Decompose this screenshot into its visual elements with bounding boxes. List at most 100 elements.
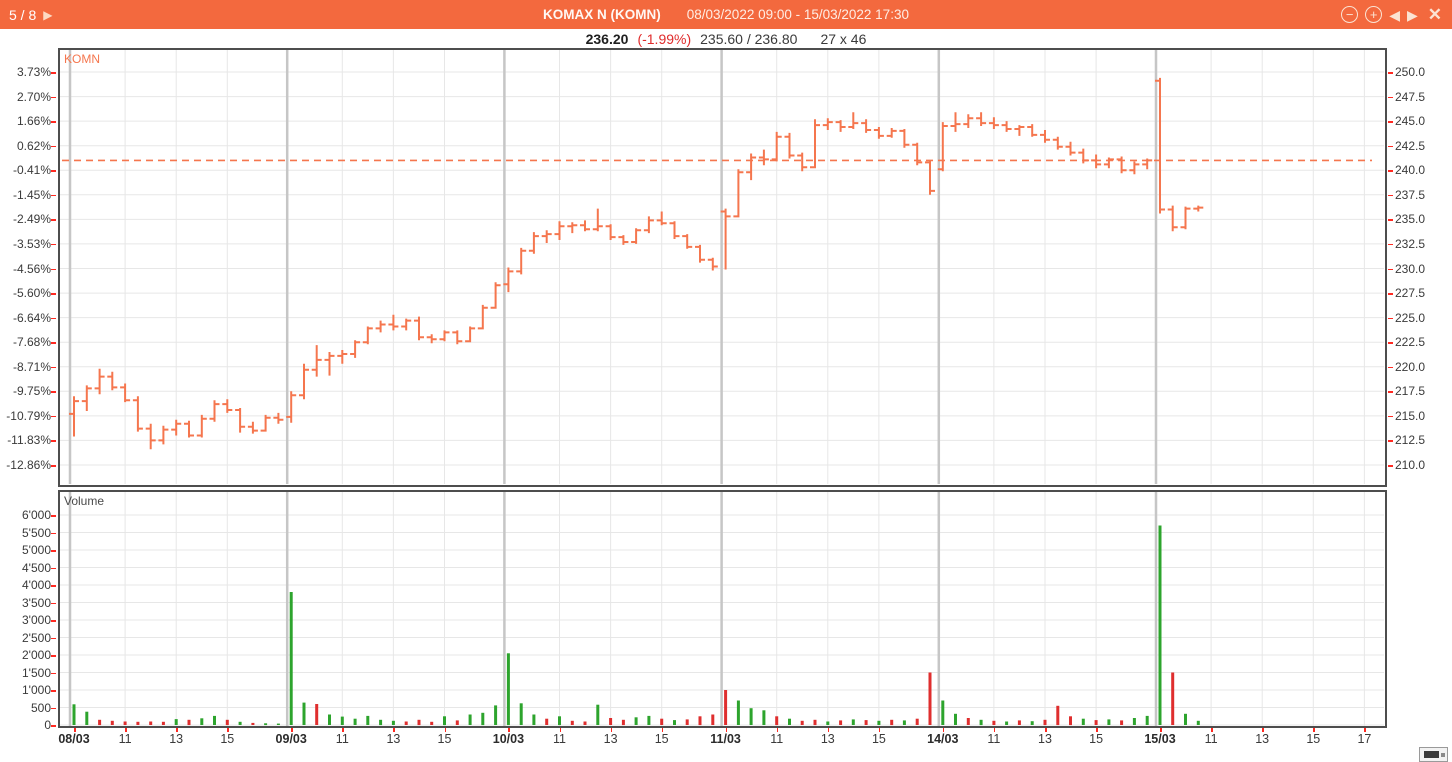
bid-ask-size: 27 x 46 bbox=[820, 30, 867, 47]
axis-tick bbox=[51, 567, 56, 569]
price-axis-label: 217.5 bbox=[1395, 384, 1426, 399]
date-range: 08/03/2022 09:00 - 15/03/2022 17:30 bbox=[686, 7, 909, 22]
percent-axis-label: 2.70% bbox=[16, 89, 51, 104]
instrument-title: KOMAX N (KOMN) bbox=[543, 7, 661, 22]
scroll-right-icon[interactable]: ▶ bbox=[1406, 6, 1418, 23]
right-axis-price: 250.0 247.5 245.0 242.5 240.0 237.5 235.0 232.5… bbox=[1388, 0, 1450, 762]
time-axis-label: 15 bbox=[220, 732, 235, 746]
axis-tick bbox=[51, 602, 56, 604]
time-axis: 08/03 11 13 15 09/03 11 13 15 10/03 11 13 15 11/03 11… bbox=[0, 728, 1452, 750]
time-axis-label: 08/03 bbox=[58, 732, 90, 746]
price-axis-label: 227.5 bbox=[1395, 286, 1426, 301]
axis-tick bbox=[51, 268, 56, 270]
axis-tick bbox=[993, 728, 996, 732]
time-axis-label: 14/03 bbox=[927, 732, 959, 746]
axis-tick bbox=[393, 728, 395, 732]
bid-ask: 235.60 / 236.80 bbox=[700, 30, 798, 47]
price-axis-label: 220.0 bbox=[1395, 359, 1426, 374]
axis-tick bbox=[51, 707, 56, 709]
percent-axis-label: -1.45% bbox=[12, 187, 51, 202]
volume-axis-label: 3'500 bbox=[22, 595, 51, 610]
axis-tick bbox=[1388, 170, 1393, 172]
axis-tick bbox=[51, 366, 56, 369]
volume-axis-label: 500 bbox=[30, 700, 51, 715]
quote-bar: 236.20 (-1.99%) 235.60 / 236.80 27 x 46 bbox=[0, 29, 1452, 48]
axis-tick bbox=[1388, 293, 1393, 295]
volume-axis-label: 2'000 bbox=[22, 648, 51, 662]
time-axis-label: 15 bbox=[871, 732, 886, 746]
time-axis-label: 17 bbox=[1357, 732, 1372, 746]
axis-tick bbox=[1388, 243, 1393, 246]
axis-tick bbox=[508, 728, 510, 732]
price-axis-label: 215.0 bbox=[1395, 408, 1426, 423]
price-axis-label: 235.0 bbox=[1395, 212, 1426, 227]
price-series-label: KOMN bbox=[64, 52, 100, 66]
percent-axis-label: -4.56% bbox=[12, 261, 51, 276]
volume-axis-label: 6'000 bbox=[22, 508, 51, 522]
volume-axis-label: 5'000 bbox=[22, 543, 51, 557]
axis-tick bbox=[1045, 728, 1047, 732]
next-page-icon[interactable]: ▶ bbox=[43, 7, 53, 22]
axis-tick bbox=[51, 243, 56, 246]
percent-axis-label: 0.62% bbox=[16, 138, 51, 153]
axis-tick bbox=[51, 170, 56, 172]
axis-tick bbox=[51, 550, 56, 552]
time-axis-label: 15 bbox=[437, 732, 452, 746]
time-axis-label: 15 bbox=[1089, 732, 1104, 746]
volume-axis-label: 0 bbox=[44, 718, 51, 732]
axis-tick bbox=[51, 194, 56, 197]
price-axis-label: 212.5 bbox=[1395, 433, 1426, 448]
price-axis-label: 232.5 bbox=[1395, 236, 1426, 251]
minimized-window-icon[interactable] bbox=[1419, 747, 1448, 762]
title-bar[interactable]: 5 / 8 ▶ KOMAX N (KOMN) 08/03/2022 09:00 … bbox=[0, 0, 1452, 29]
axis-tick bbox=[227, 728, 229, 732]
time-axis-label: 15/03 bbox=[1144, 732, 1176, 746]
axis-tick bbox=[776, 728, 779, 732]
percent-axis-label: 1.66% bbox=[16, 114, 51, 129]
axis-tick bbox=[1388, 391, 1393, 393]
axis-tick bbox=[51, 317, 56, 320]
page-indicator: 5 / 8 bbox=[9, 6, 37, 23]
percent-axis-label: -6.64% bbox=[12, 310, 51, 325]
price-axis-label: 230.0 bbox=[1395, 261, 1426, 276]
percent-axis-label: -7.68% bbox=[12, 335, 51, 350]
volume-panel-label: Volume bbox=[64, 494, 104, 508]
axis-tick bbox=[1388, 145, 1393, 148]
percent-axis-label: -2.49% bbox=[12, 212, 51, 227]
price-axis-label: 222.5 bbox=[1395, 335, 1426, 350]
axis-tick bbox=[125, 728, 127, 732]
time-axis-label: 11 bbox=[987, 732, 1001, 746]
close-icon[interactable]: ✕ bbox=[1427, 5, 1442, 24]
axis-tick bbox=[176, 728, 178, 732]
axis-tick bbox=[942, 728, 945, 732]
axis-tick bbox=[444, 728, 446, 732]
price-chart[interactable]: KOMN bbox=[58, 48, 1388, 488]
percent-axis-label: -10.79% bbox=[6, 408, 51, 423]
axis-tick bbox=[1388, 366, 1393, 369]
percent-axis-label: -3.53% bbox=[12, 236, 51, 251]
volume-chart[interactable]: Volume bbox=[58, 490, 1388, 730]
price-plot-svg[interactable]: KOMN bbox=[58, 48, 1388, 488]
axis-tick bbox=[51, 415, 56, 418]
axis-tick bbox=[878, 728, 881, 732]
scroll-left-icon[interactable]: ◀ bbox=[1389, 6, 1400, 23]
time-axis-label: 13 bbox=[386, 732, 401, 746]
axis-tick bbox=[1388, 342, 1393, 344]
percent-axis-label: 3.73% bbox=[16, 65, 51, 79]
time-axis-label: 15 bbox=[1306, 732, 1321, 746]
zoom-in-icon[interactable]: + bbox=[1365, 6, 1383, 23]
percent-axis-label: -11.83% bbox=[7, 433, 51, 448]
axis-tick bbox=[51, 725, 56, 727]
volume-axis-label: 2'500 bbox=[22, 630, 51, 645]
axis-tick bbox=[1262, 728, 1264, 732]
minimized-window-dot bbox=[1441, 752, 1445, 757]
axis-tick bbox=[51, 620, 56, 622]
zoom-out-icon[interactable]: − bbox=[1341, 6, 1359, 23]
price-axis-label: 247.5 bbox=[1395, 89, 1426, 104]
change-percent: (-1.99%) bbox=[637, 30, 692, 47]
time-axis-label: 13 bbox=[1038, 732, 1052, 746]
volume-plot-svg[interactable]: Volume bbox=[58, 490, 1388, 730]
volume-axis-label: 5'500 bbox=[22, 525, 51, 540]
axis-tick bbox=[51, 690, 56, 692]
